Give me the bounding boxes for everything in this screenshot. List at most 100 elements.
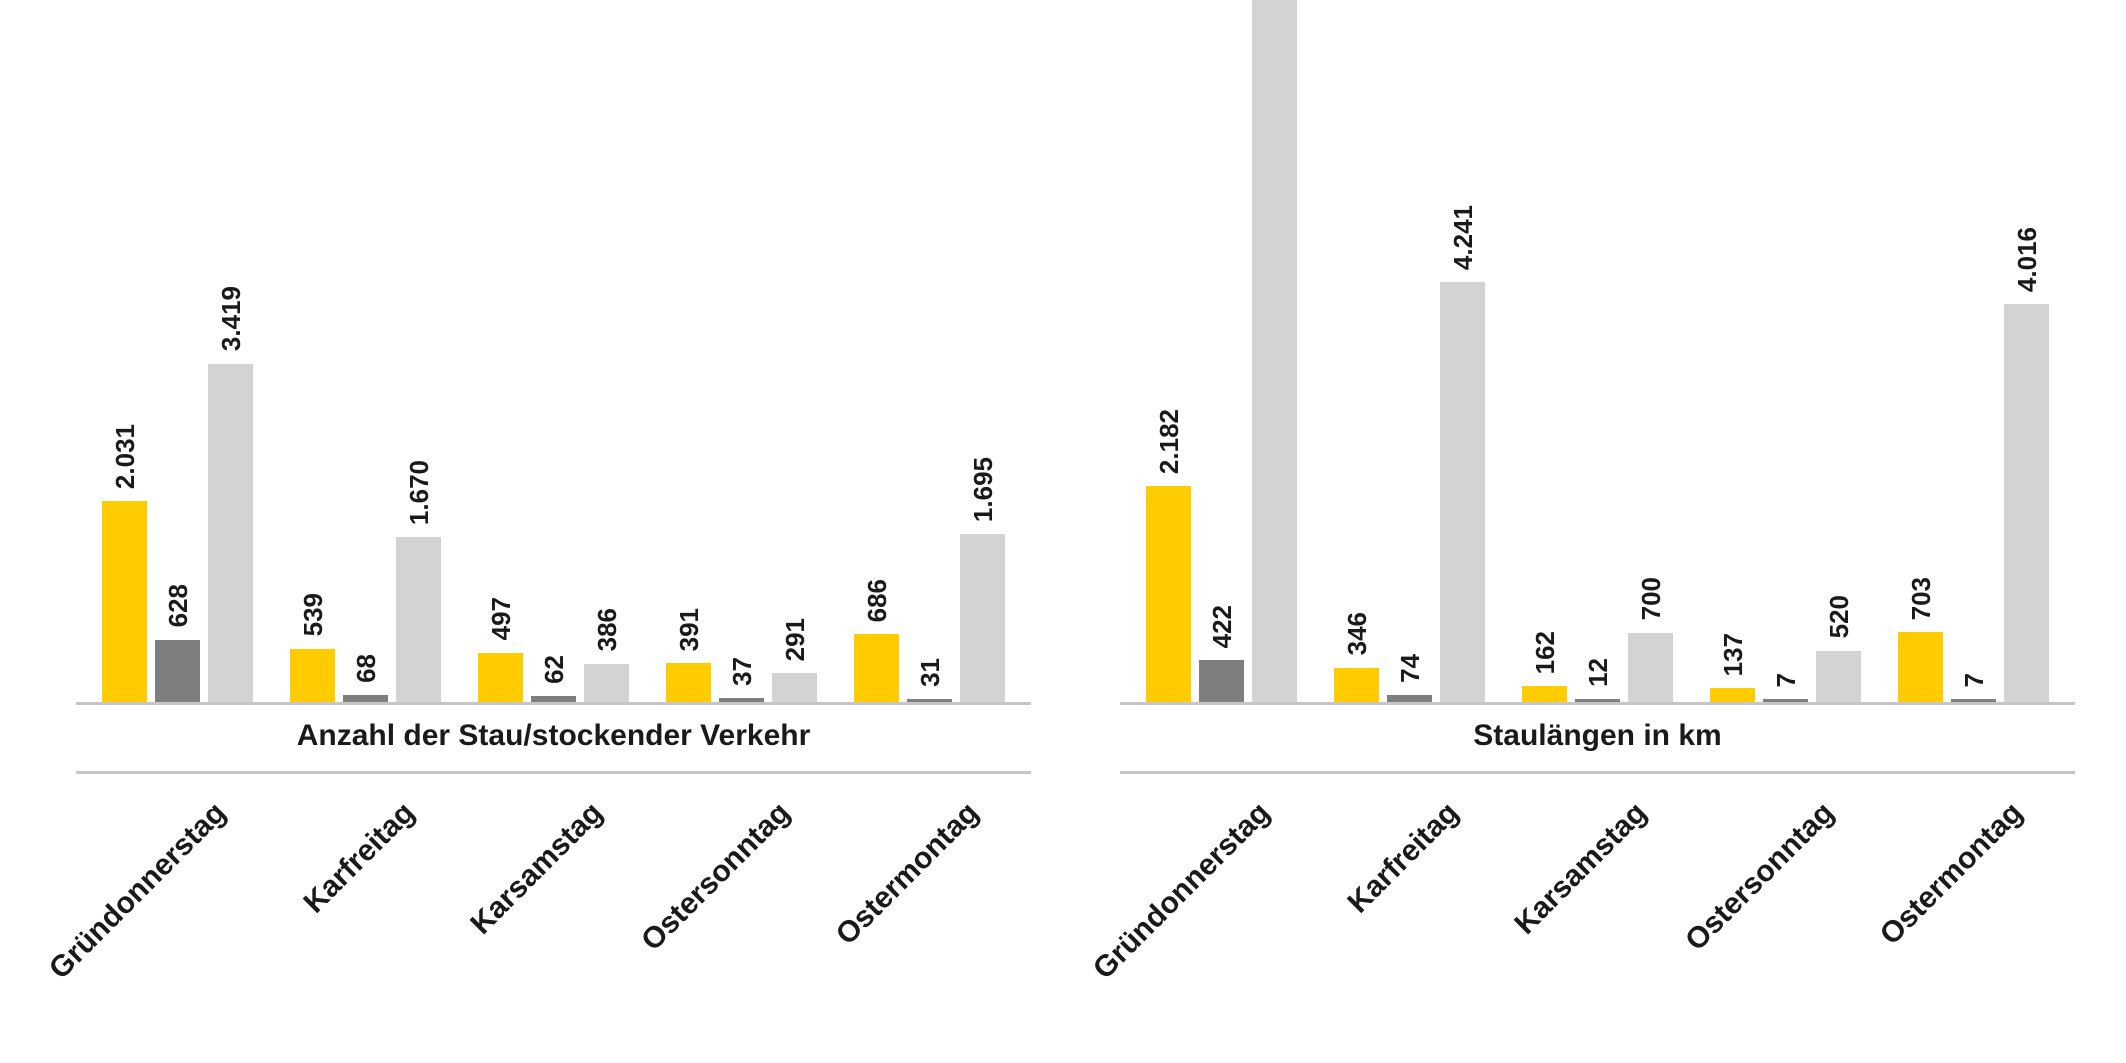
bar-light-gray: 291 [772, 618, 817, 702]
chart-title: Anzahl der Stau/stockender Verkehr [296, 719, 811, 752]
bar-light-gray: 520 [1816, 595, 1861, 702]
bar-value-label: 539 [297, 593, 328, 637]
bar-group: 137 7 520 [1710, 0, 1861, 702]
bar-group: 497 62 386 [478, 0, 629, 702]
bar-yellow: 539 [290, 593, 335, 702]
bar-value-label: 700 [1635, 577, 1666, 621]
category-label-slot: Ostermontag [829, 774, 1005, 1061]
category-label: Ostersonntag [635, 796, 797, 958]
bar-dark-gray: 628 [155, 584, 200, 702]
bar-light-gray [1252, 0, 1297, 702]
category-label: Gründonnerstag [1087, 796, 1277, 986]
bar-value-label: 703 [1905, 577, 1936, 621]
bar-yellow: 497 [478, 597, 523, 702]
chart-panel-right: 2.182 422 346 74 4.241 162 12 700 137 7 520 703 7 4.0… [1087, 0, 2075, 1063]
bar-value-label: 1.695 [967, 457, 998, 523]
bar-group: 162 12 700 [1522, 0, 1673, 702]
bar-dark-gray: 31 [907, 658, 952, 702]
category-label-slot: Ostersonntag [636, 774, 817, 1061]
chart-panel-left: 2.031 628 3.419 539 68 1.670 497 62 386 391 37 291 6… [43, 0, 1031, 1063]
bar-dark-gray: 68 [343, 654, 388, 702]
bar-group: 346 74 4.241 [1334, 0, 1485, 702]
bar-dark-gray: 7 [1951, 673, 1996, 702]
bar-light-gray: 386 [584, 608, 629, 702]
bar-value-label: 497 [485, 597, 516, 641]
bar-value-label: 422 [1206, 604, 1237, 649]
bar-group: 2.182 422 [1146, 0, 1297, 702]
bar-dark-gray: 7 [1763, 673, 1808, 702]
bar-light-gray: 3.419 [208, 286, 253, 702]
bar-group: 686 31 1.695 [854, 0, 1005, 702]
bar-value-label: 4.016 [2011, 227, 2042, 293]
bar-yellow: 2.031 [102, 424, 147, 702]
bar-value-label: 12 [1582, 658, 1613, 687]
bar-value-label: 291 [779, 617, 810, 662]
bar-value-label: 346 [1341, 612, 1372, 656]
bar-dark-gray: 422 [1199, 605, 1244, 702]
category-label-slot: Karfreitag [1334, 774, 1485, 1061]
axis-divider-line [1120, 771, 2075, 774]
bar-yellow: 162 [1522, 631, 1567, 702]
category-label: Karfreitag [1341, 796, 1465, 920]
category-label-slot: Gründonnerstag [43, 774, 253, 1061]
category-labels-row: Gründonnerstag Karfreitag Karsamstag Osters… [1087, 774, 2075, 1061]
plot-area: 2.031 628 3.419 539 68 1.670 497 62 386 391 37 291 6… [76, 0, 1031, 705]
bar-value-label: 7 [1770, 672, 1801, 687]
bar-light-gray: 1.695 [960, 457, 1005, 702]
plot-area: 2.182 422 346 74 4.241 162 12 700 137 7 520 703 7 4.0… [1120, 0, 2075, 705]
category-label-slot: Karsamstag [1508, 774, 1673, 1061]
bar-value-label: 2.031 [109, 423, 140, 489]
category-label: Karsamstag [1508, 796, 1653, 941]
bar-value-label: 162 [1529, 630, 1560, 674]
axis-divider-line [76, 771, 1031, 774]
bar-value-label: 137 [1717, 633, 1748, 677]
bar-value-label: 7 [1958, 672, 1989, 687]
category-label: Karfreitag [297, 796, 421, 920]
bar-value-label: 1.670 [403, 459, 434, 525]
bar-value-label: 2.182 [1153, 408, 1184, 474]
category-labels-row: Gründonnerstag Karfreitag Karsamstag Osters… [43, 774, 1031, 1061]
category-label: Ostersonntag [1679, 796, 1841, 958]
category-label-slot: Ostermontag [1873, 774, 2049, 1061]
bar-value-label: 3.419 [215, 286, 246, 352]
bar-value-label: 391 [673, 607, 704, 652]
category-label: Gründonnerstag [43, 796, 233, 986]
bar-yellow: 703 [1898, 577, 1943, 702]
category-label: Karsamstag [464, 796, 609, 941]
bar-dark-gray: 12 [1575, 658, 1620, 702]
bar-light-gray: 700 [1628, 577, 1673, 702]
bar-value-label: 37 [726, 657, 757, 687]
bar-light-gray: 4.241 [1440, 205, 1485, 702]
bar-value-label: 68 [350, 654, 381, 684]
bar-value-label: 4.241 [1447, 205, 1478, 271]
bar-value-label: 62 [538, 654, 569, 684]
category-label-slot: Karsamstag [464, 774, 629, 1061]
bar-yellow: 137 [1710, 633, 1755, 702]
category-label: Ostermontag [1873, 796, 2029, 952]
category-label-slot: Ostersonntag [1680, 774, 1861, 1061]
bar-dark-gray: 74 [1387, 654, 1432, 702]
bar-value-label: 628 [162, 584, 193, 628]
bar-dark-gray: 37 [719, 657, 764, 702]
bar-group: 703 7 4.016 [1898, 0, 2049, 702]
bar-yellow: 391 [666, 608, 711, 702]
bar-value-label: 31 [914, 658, 945, 687]
bar-value-label: 520 [1823, 595, 1854, 639]
bar-group: 2.031 628 3.419 [102, 0, 253, 702]
chart-title: Staulängen in km [1473, 719, 1722, 752]
category-label: Ostermontag [829, 796, 985, 952]
bar-yellow: 2.182 [1146, 409, 1191, 702]
bar-group: 539 68 1.670 [290, 0, 441, 702]
category-label-slot: Gründonnerstag [1087, 774, 1297, 1061]
bar-yellow: 686 [854, 579, 899, 702]
bar-yellow: 346 [1334, 612, 1379, 702]
category-label-slot: Karfreitag [290, 774, 441, 1061]
bar-value-label: 686 [861, 578, 892, 623]
bar-dark-gray: 62 [531, 655, 576, 702]
bar-light-gray: 1.670 [396, 460, 441, 702]
bar-group: 391 37 291 [666, 0, 817, 702]
bar-value-label: 386 [591, 608, 622, 652]
bar-light-gray: 4.016 [2004, 227, 2049, 702]
bar-value-label: 74 [1394, 653, 1425, 683]
